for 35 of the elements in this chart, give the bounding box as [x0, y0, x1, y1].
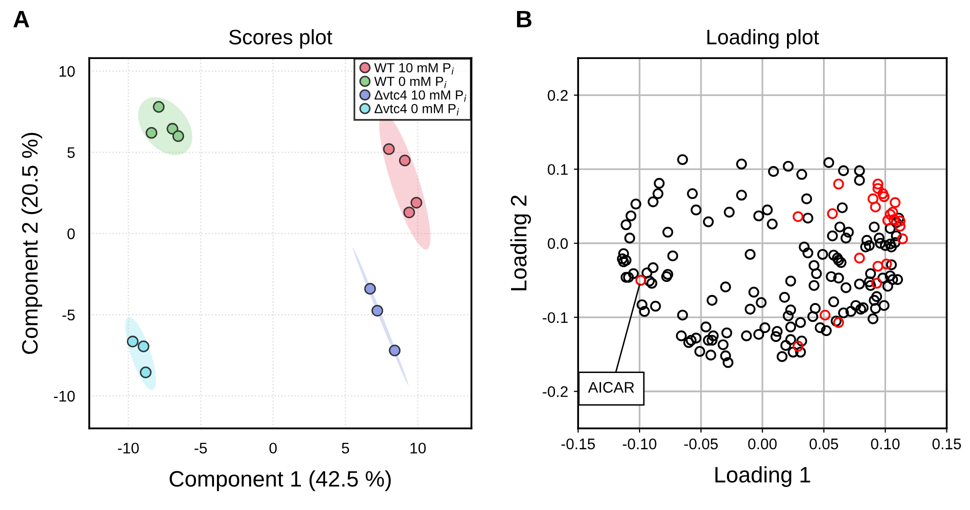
annotation: AICAR: [588, 382, 634, 393]
x-tick-label: 5: [342, 442, 350, 454]
text: A: [13, 10, 30, 28]
x-tick-label: 0.10: [871, 438, 900, 450]
y-tick-label: 0.2: [548, 90, 568, 101]
x-tick-label: 10: [410, 442, 426, 454]
y-tick-label: 0.0: [548, 238, 568, 249]
legend-label: WT 10 mM P$_{i}$: [374, 63, 454, 74]
legend-label: WT 0 mM P$_{i}$: [374, 76, 446, 88]
y-tick-label: 10: [60, 66, 75, 77]
chart-title: Scores plot: [229, 29, 332, 49]
y-tick-label: -0.1: [542, 312, 568, 324]
y-tick-label: -10: [54, 390, 75, 402]
y-axis-title: Component 2 (20.5 %): [21, 132, 42, 354]
chart-title: Loading plot: [707, 29, 820, 49]
x-tick-label: -0.15: [561, 438, 595, 450]
legend-label: Δvtc4 10 mM P$_{i}$: [374, 90, 466, 102]
x-tick-label: 0.00: [748, 438, 777, 450]
x-tick-label: -0.10: [622, 438, 656, 450]
x-tick-label: 0: [269, 442, 277, 454]
legend-label: Δvtc4 0 mM P$_{i}$: [374, 104, 459, 116]
x-tick-label: -10: [118, 442, 139, 454]
y-axis-title: Loading 2: [510, 196, 531, 290]
x-tick-label: -5: [194, 442, 207, 454]
text: B: [517, 10, 532, 28]
y-tick-label: 0: [67, 228, 75, 240]
x-tick-label: 0.05: [810, 438, 838, 450]
y-tick-label: 0.1: [548, 164, 568, 175]
x-axis-title: Component 1 (42.5 %): [170, 470, 391, 492]
y-tick-label: -5: [62, 310, 75, 320]
x-axis-title: Loading 1: [715, 466, 810, 487]
y-tick-label: 5: [67, 147, 75, 158]
y-tick-label: -0.2: [542, 386, 568, 398]
x-tick-label: -0.05: [684, 438, 718, 450]
x-tick-label: 0.15: [932, 438, 961, 450]
